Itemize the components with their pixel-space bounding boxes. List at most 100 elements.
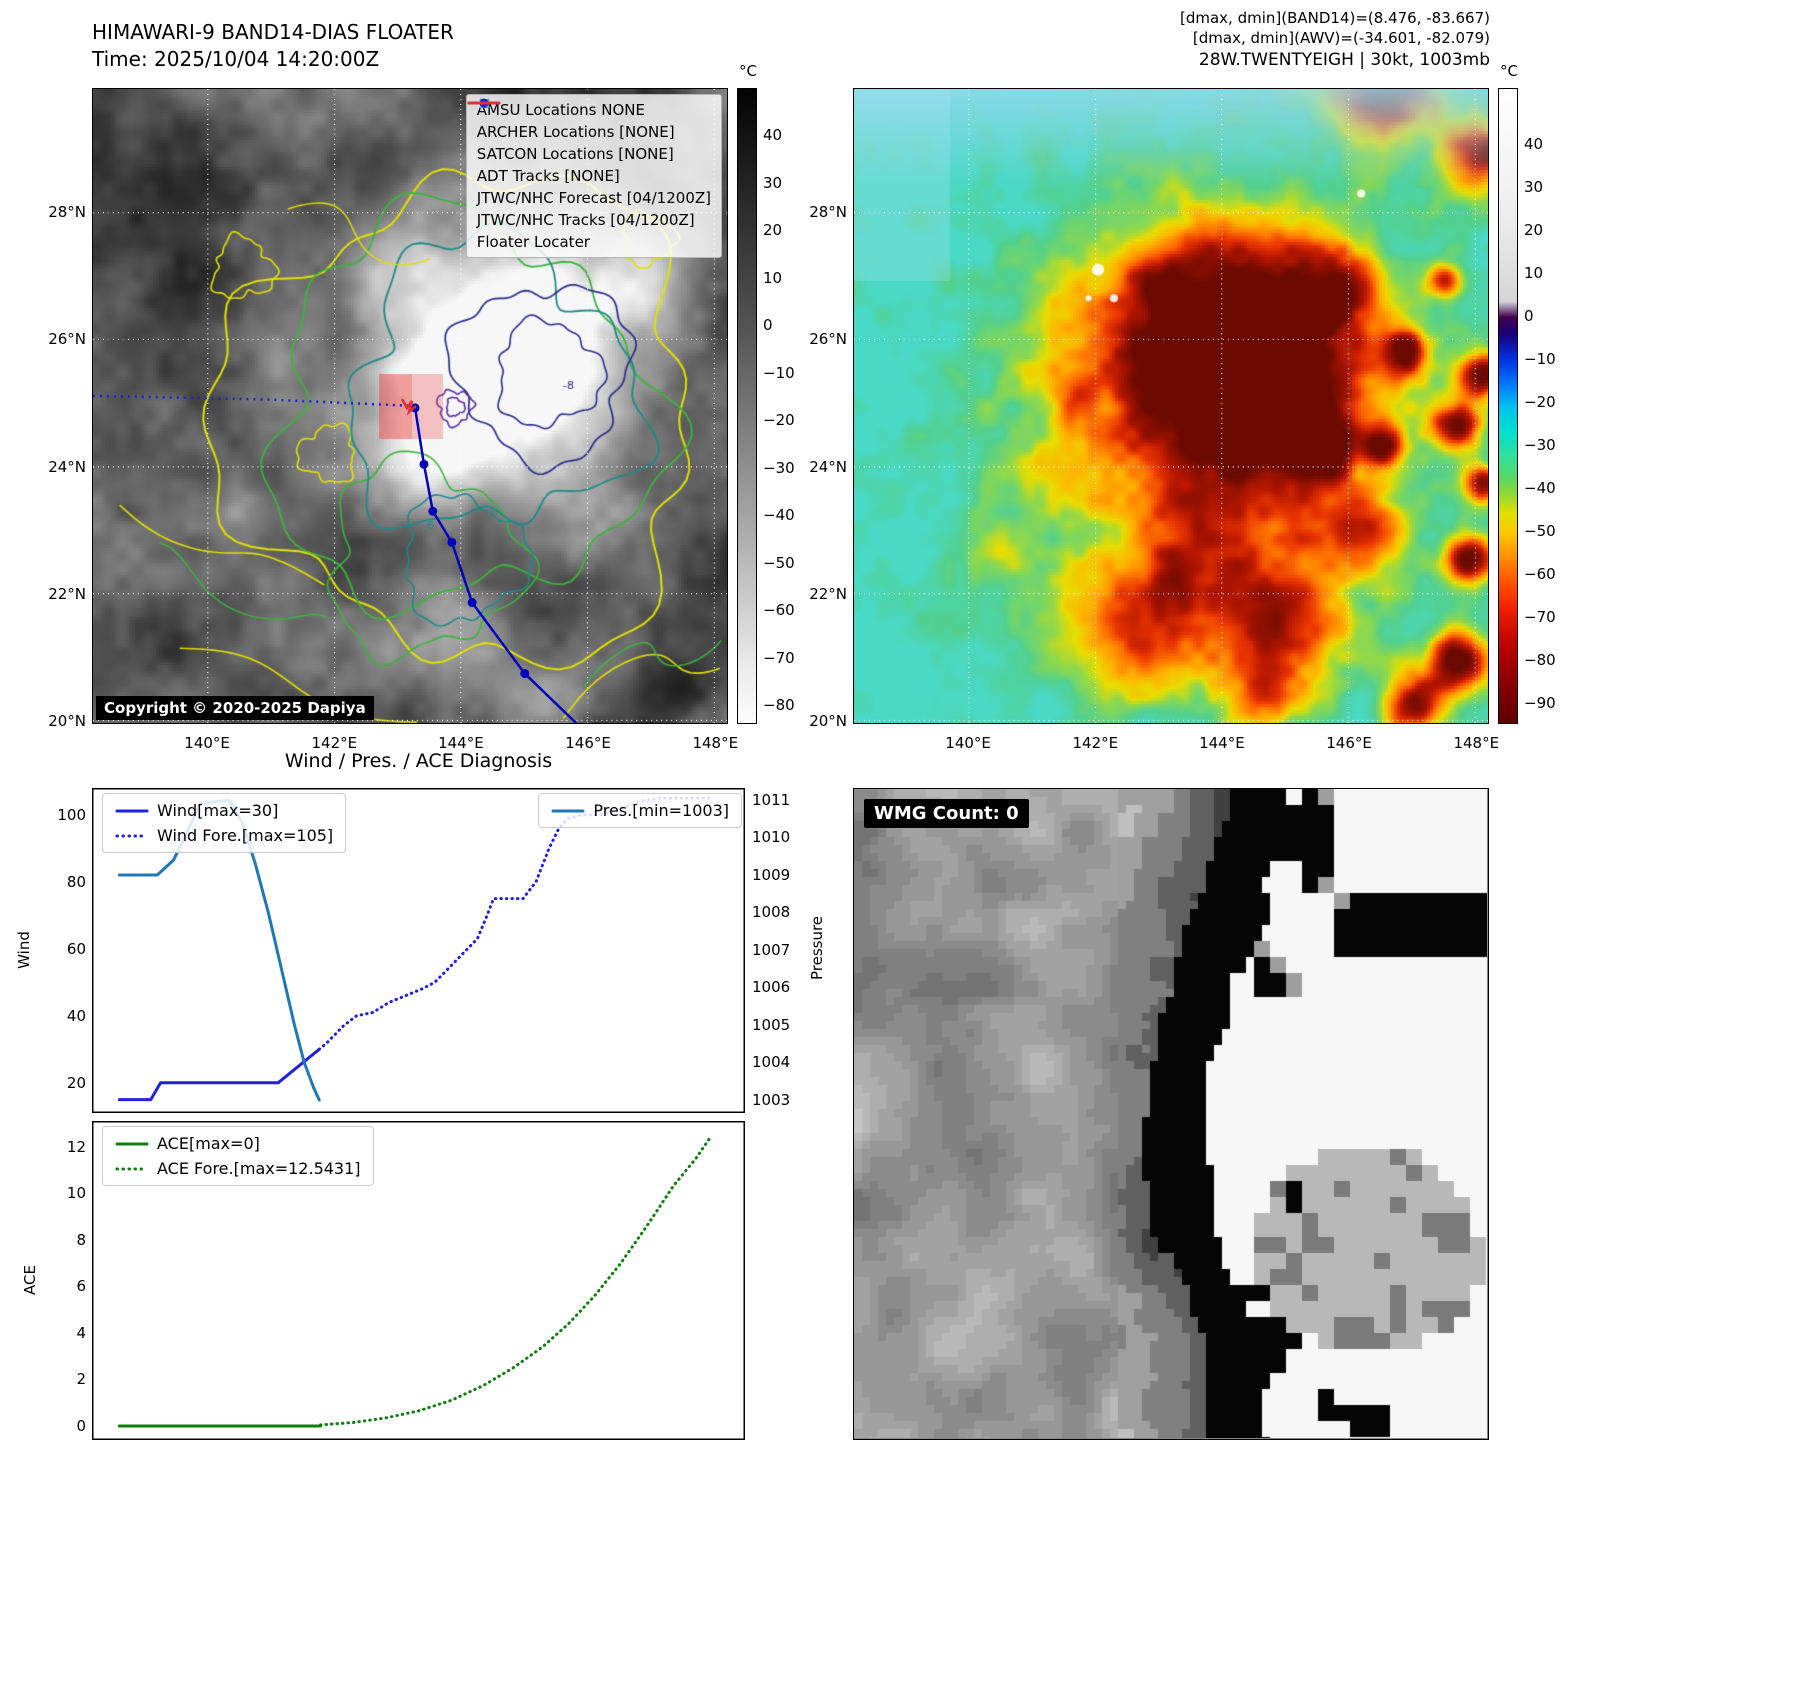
wmg-map: WMG Count: 0	[853, 788, 1489, 1440]
awv-lat-tick-label: 24°N	[809, 458, 847, 477]
wmg-pixel-canvas	[854, 789, 1487, 1438]
ace-axis-tick-label: 8	[76, 1230, 86, 1249]
pressure-axis-tick-label: 1007	[752, 940, 791, 959]
ace-axis-tick-label: 6	[76, 1277, 86, 1296]
band14-colorbar-tick-label: 0	[763, 316, 773, 335]
track-fix-marker	[520, 669, 530, 679]
legend-item: JTWC/NHC Forecast [04/1200Z]	[467, 101, 711, 207]
legend-label: Wind Fore.[max=105]	[157, 826, 334, 846]
band14-colorbar-tick-label: −30	[763, 458, 795, 477]
legend-item: Wind[max=30]	[115, 801, 333, 820]
band14-colorbar-tick-label: −10	[763, 363, 795, 382]
legend-label: Pres.[min=1003]	[593, 801, 729, 820]
awv-lon-tick-label: 142°E	[1072, 734, 1119, 752]
band14-colorbar-tick-label: −80	[763, 696, 795, 714]
pressure-legend: Pres.[min=1003]	[538, 793, 742, 829]
ace-axis-tick-label: 4	[76, 1323, 86, 1342]
legend-label: Floater Locater	[476, 233, 590, 251]
pressure-axis-tick-label: 1006	[752, 978, 791, 997]
dmax-dmin-awv: [dmax, dmin](AWV)=(-34.601, -82.079)	[1192, 29, 1490, 47]
band14-map-legend: AMSU Locations NONE ARCHER Locations [NON…	[465, 94, 722, 258]
band14-colorbar-tick-label: 40	[763, 126, 783, 145]
wind-axis-tick-label: 100	[57, 805, 86, 824]
awv-lat-tick-label: 20°N	[809, 712, 847, 731]
wind-legend: Wind[max=30] Wind Fore.[max=105]	[102, 793, 347, 854]
band14-lon-tick-label: 146°E	[565, 734, 611, 752]
awv-lat-tick-label: 26°N	[809, 330, 847, 349]
storm-identity: 28W.TWENTYEIGH | 30kt, 1003mb	[1198, 50, 1490, 70]
solid-legend-marker-icon	[115, 809, 149, 813]
awv-lon-tick-label: 140°E	[945, 734, 991, 752]
pressure-axis-label: Pressure	[808, 915, 826, 981]
band14-lat-tick-label: 26°N	[48, 330, 86, 349]
awv-colorbar-tick-label: −80	[1524, 650, 1556, 669]
pressure-axis-tick-label: 1005	[752, 1015, 791, 1034]
band14-overlay	[93, 89, 727, 723]
awv-colorbar-tick-label: −30	[1524, 435, 1556, 454]
legend-item: SATCON Locations [NONE]	[476, 98, 711, 163]
band14-colorbar-tick-label: 30	[763, 173, 783, 192]
wind-axis-tick-label: 80	[66, 872, 86, 891]
awv-lat-tick-label: 28°N	[809, 203, 847, 222]
pressure-axis-tick-label: 1010	[752, 828, 791, 847]
band14-colorbar	[737, 88, 757, 724]
dotted-legend-marker-icon	[115, 834, 149, 838]
legend-item: ACE Fore.[max=12.5431]	[115, 1159, 361, 1178]
awv-colorbar-tick-label: −40	[1524, 478, 1556, 497]
awv-satellite-canvas	[854, 89, 1488, 723]
band14-colorbar-tick-label: 20	[763, 221, 783, 240]
awv-colorbar-tick-label: −60	[1524, 564, 1556, 583]
awv-colorbar-unit: °C	[1500, 62, 1518, 80]
line-legend-marker-icon	[467, 101, 501, 105]
pressure-axis-tick-label: 1003	[752, 1090, 791, 1109]
track-fix-marker	[419, 459, 429, 469]
band14-lon-tick-label: 140°E	[184, 734, 230, 752]
legend-label: JTWC/NHC Tracks [04/1200Z]	[476, 211, 695, 229]
legend-item: AMSU Locations NONE	[476, 99, 711, 119]
jtwc-forecast-track-line	[93, 394, 415, 408]
band14-colorbar-tick-label: −40	[763, 506, 795, 525]
ace-axis-tick-label: 12	[66, 1137, 86, 1156]
awv-colorbar-tick-label: 40	[1524, 134, 1544, 153]
series-line	[319, 1135, 712, 1427]
legend-label: ACE[max=0]	[157, 1134, 260, 1153]
awv-lon-tick-label: 146°E	[1326, 734, 1372, 752]
legend-label: ACE Fore.[max=12.5431]	[157, 1159, 361, 1179]
wind-axis-tick-label: 20	[66, 1073, 86, 1092]
legend-label: ADT Tracks [NONE]	[476, 167, 620, 185]
awv-colorbar-tick-label: −70	[1524, 607, 1556, 626]
jtwc-observed-track-line	[413, 407, 577, 723]
ace-axis-tick-label: 2	[76, 1370, 86, 1389]
band14-lon-tick-label: 142°E	[311, 734, 358, 752]
wind-axis-tick-label: 40	[66, 1006, 86, 1025]
awv-colorbar-tick-label: −20	[1524, 392, 1556, 411]
track-fix-marker	[447, 537, 457, 547]
band14-colorbar-tick-label: −60	[763, 601, 795, 620]
dmax-dmin-band14: [dmax, dmin](BAND14)=(8.476, -83.667)	[1179, 9, 1490, 27]
legend-label: JTWC/NHC Forecast [04/1200Z]	[476, 189, 711, 207]
band14-lat-tick-label: 28°N	[48, 203, 86, 222]
ace-axis-tick-label: 10	[66, 1184, 86, 1203]
awv-colorbar-tick-label: −50	[1524, 521, 1556, 540]
band14-colorbar-tick-label: −20	[763, 411, 795, 430]
awv-colorbar-tick-label: −90	[1524, 693, 1556, 712]
awv-lon-tick-label: 144°E	[1199, 734, 1245, 752]
awv-map	[853, 88, 1489, 724]
band14-colorbar-tick-label: −50	[763, 553, 795, 572]
awv-header: [dmax, dmin](BAND14)=(8.476, -83.667) [d…	[989, 8, 1490, 72]
awv-colorbar-tick-label: 10	[1524, 263, 1544, 282]
pressure-axis-tick-label: 1009	[752, 865, 791, 884]
band14-lat-tick-label: 20°N	[48, 712, 86, 731]
ace-legend: ACE[max=0] ACE Fore.[max=12.5431]	[102, 1126, 374, 1187]
band14-map: AMSU Locations NONE ARCHER Locations [NON…	[92, 88, 728, 724]
ace-axis-tick-label: 0	[76, 1417, 86, 1436]
floater-locater-mark	[400, 398, 417, 416]
awv-colorbar	[1498, 88, 1518, 724]
band14-timestamp: Time: 2025/10/04 14:20:00Z	[92, 47, 380, 71]
legend-label: SATCON Locations [NONE]	[476, 145, 674, 163]
band14-lat-tick-label: 24°N	[48, 458, 86, 477]
legend-label: AMSU Locations NONE	[476, 101, 645, 119]
solid-legend-marker-icon	[551, 809, 585, 813]
dotted-legend-marker-icon	[115, 1167, 149, 1171]
diagnosis-title: Wind / Pres. / ACE Diagnosis	[284, 750, 553, 772]
